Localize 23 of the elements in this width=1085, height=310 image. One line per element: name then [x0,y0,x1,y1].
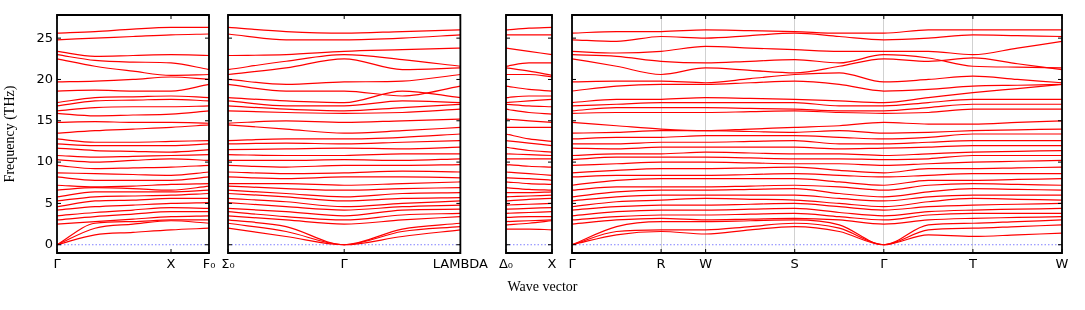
y-tick-label: 25 [36,29,53,45]
y-tick-label: 15 [36,112,53,128]
y-tick-label: 5 [44,194,53,210]
x-tick-label: Γ [568,256,577,272]
x-tick-label: X [547,256,557,272]
x-tick-label: Δ₀ [498,256,514,272]
x-tick-label: Γ [53,256,62,272]
x-tick-label: X [166,256,176,272]
x-tick-label: R [656,256,666,272]
y-axis-title: Frequency (THz) [2,85,19,183]
x-tick-label: W [1055,256,1069,272]
x-tick-label: Γ [880,256,889,272]
y-tick-label: 0 [44,236,53,252]
x-tick-label: LAMBDA [432,256,489,272]
x-tick-label: Σ₀ [221,256,235,272]
x-tick-label: F₀ [202,256,216,272]
x-tick-label: T [967,256,977,272]
x-axis-title: Wave vector [506,279,579,295]
x-tick-label: Γ [340,256,349,272]
x-tick-label: W [699,256,713,272]
x-tick-label: S [790,256,799,272]
y-tick-label: 10 [36,153,53,169]
y-tick-label: 20 [36,70,53,86]
